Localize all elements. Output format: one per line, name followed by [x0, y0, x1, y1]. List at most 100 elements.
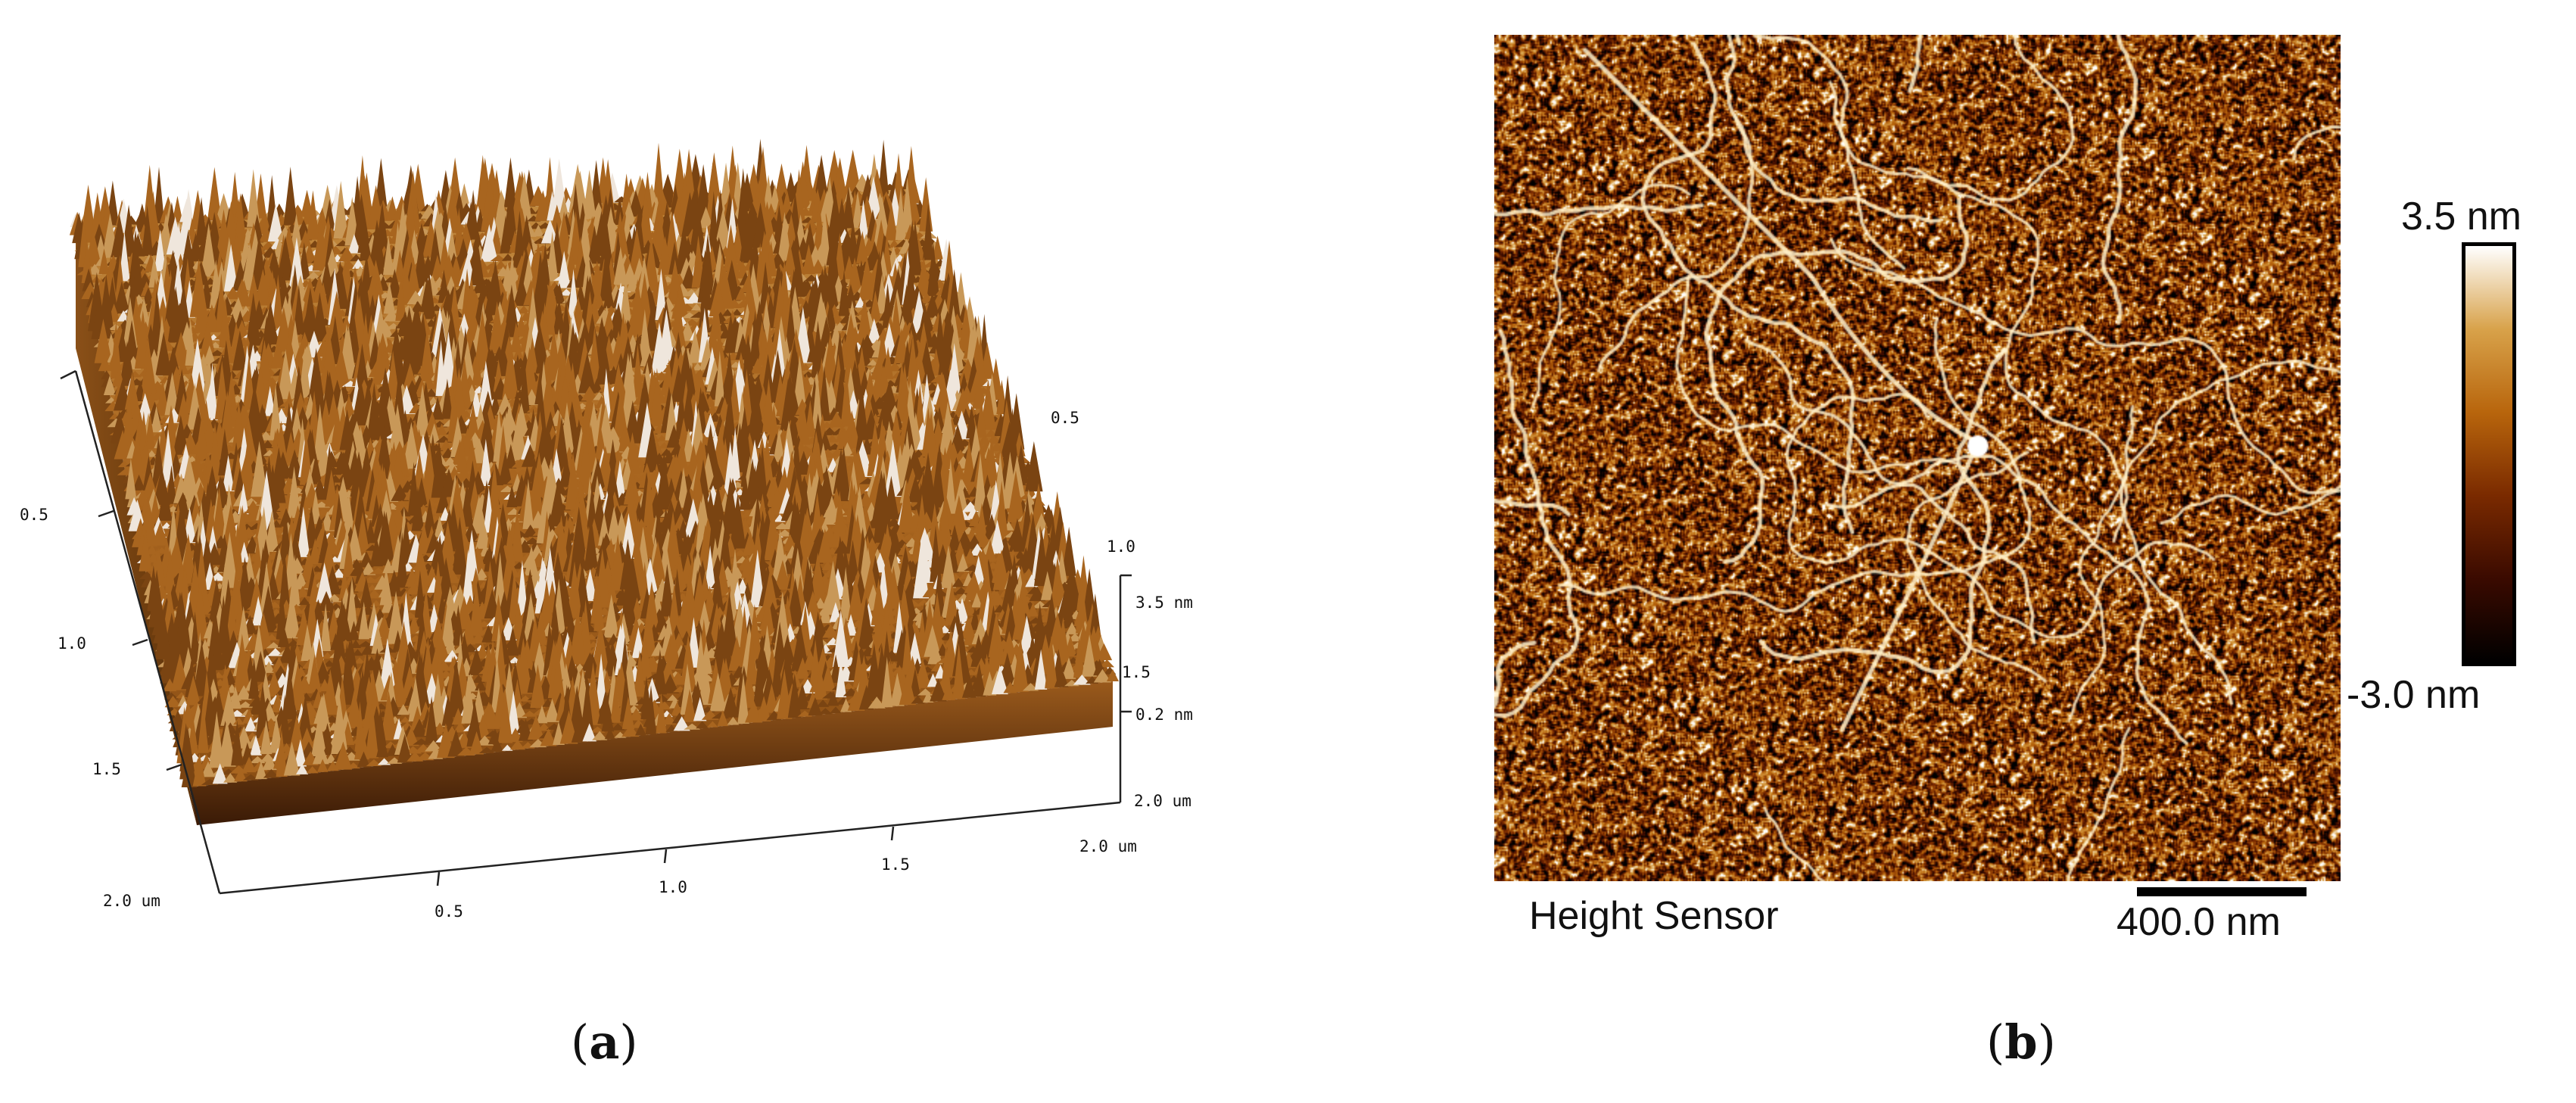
surface-spike [103, 375, 117, 395]
surface-spike [277, 625, 290, 647]
surface-spike [283, 592, 301, 639]
surface-spike [145, 411, 156, 450]
surface-spike [146, 544, 157, 555]
surface-spike [343, 535, 355, 578]
surface-spike [98, 274, 114, 331]
surface-spike [251, 428, 269, 457]
surface-spike [479, 438, 493, 487]
surface-spike [293, 285, 305, 335]
surface-spike [718, 522, 732, 573]
surface-spike [873, 495, 886, 543]
surface-spike [176, 360, 189, 375]
surface-spike [356, 511, 369, 552]
surface-spike [270, 339, 286, 368]
surface-spike [827, 411, 846, 428]
surface-spike [688, 329, 702, 363]
surface-spike [698, 207, 714, 229]
surface-spike [340, 315, 353, 332]
surface-spike [390, 447, 406, 494]
surface-spike [522, 478, 534, 529]
surface-spike [547, 325, 562, 381]
surface-spike [236, 556, 253, 611]
surface-spike [172, 223, 186, 271]
afm-3d-surface-plot [60, 139, 1132, 895]
surface-spike [842, 185, 855, 229]
surface-spike [402, 422, 420, 469]
surface-spike [413, 552, 431, 586]
surface-spike [98, 248, 110, 275]
surface-spike [396, 531, 408, 588]
surface-spike [181, 230, 195, 270]
surface-spike [510, 322, 522, 353]
surface-spike [167, 286, 184, 343]
surface-spike [663, 359, 675, 403]
surface-spike [930, 348, 942, 376]
surface-spike [690, 303, 702, 311]
surface-spike [565, 451, 581, 510]
surface-spike [114, 281, 130, 314]
surface-spike [347, 234, 361, 254]
surface-spike [354, 343, 370, 394]
surface-spike [880, 402, 896, 431]
surface-spike [267, 203, 284, 242]
surface-spike [962, 440, 977, 483]
surface-spike [326, 594, 344, 603]
surface-spike [818, 366, 830, 421]
surface-spike [590, 378, 603, 393]
surface-spike [566, 561, 583, 618]
surface-spike [915, 257, 932, 297]
surface-spike [671, 365, 687, 402]
surface-spike [709, 464, 727, 490]
surface-spike [877, 139, 889, 198]
surface-spike [433, 534, 447, 577]
surface-spike [132, 474, 146, 491]
surface-spike [774, 163, 790, 203]
surface-spike [155, 331, 173, 375]
surface-spike [114, 429, 132, 460]
surface-spike [704, 545, 716, 590]
surface-spike [708, 191, 719, 251]
surface-spike [488, 301, 506, 354]
surface-spike [876, 273, 888, 314]
surface-spike [613, 246, 628, 285]
surface-spike [800, 363, 811, 371]
surface-spike [414, 570, 426, 618]
surface-spike [927, 241, 939, 296]
surface-spike [360, 578, 373, 607]
surface-spike [252, 536, 263, 578]
surface-spike [222, 454, 235, 492]
surface-spike [444, 185, 461, 233]
surface-spike [166, 465, 177, 504]
surface-spike [502, 340, 519, 399]
surface-spike [852, 191, 864, 228]
surface-spike [422, 271, 436, 319]
surface-spike [373, 338, 385, 385]
surface-spike [456, 435, 468, 473]
surface-spike [365, 519, 376, 544]
surface-spike [251, 441, 268, 497]
surface-spike [394, 352, 407, 391]
surface-spike [287, 466, 302, 519]
surface-spike [818, 207, 831, 266]
surface-spike [656, 455, 672, 509]
surface-spike [407, 613, 421, 634]
surface-spike [631, 344, 644, 397]
surface-spike [480, 224, 498, 262]
surface-spike [472, 354, 483, 386]
surface-spike [110, 320, 122, 379]
surface-spike [176, 392, 191, 422]
surface-spike [512, 210, 526, 268]
surface-spike [665, 510, 682, 570]
surface-spike [811, 491, 824, 541]
surface-spike [655, 268, 668, 320]
afm-3d-surface-panel: 0.5 1.0 1.5 2.0 um 0.5 1.0 1.5 2.0 um 0.… [0, 0, 1193, 999]
surface-spike [232, 400, 246, 450]
surface-spike [130, 426, 144, 483]
surface-spike [509, 412, 528, 460]
surface-spike [257, 407, 271, 433]
surface-spike [657, 235, 673, 276]
surface-spike [453, 207, 465, 256]
surface-spike [883, 347, 894, 379]
surface-spike [621, 336, 635, 368]
surface-spike [194, 285, 211, 333]
